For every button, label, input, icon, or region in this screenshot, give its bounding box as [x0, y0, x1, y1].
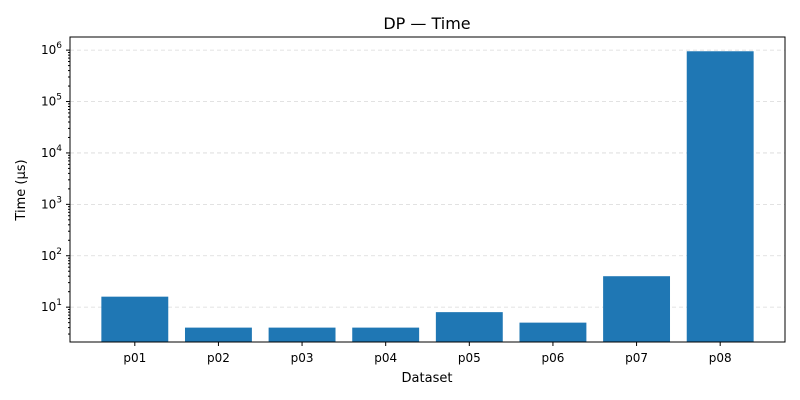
x-tick-label: p06 [541, 351, 564, 365]
bar-p02 [184, 327, 252, 342]
y-axis-title: Time (µs) [14, 159, 29, 221]
x-tick-label: p03 [291, 351, 314, 365]
grid-layer [70, 49, 785, 308]
bar-layer [101, 51, 754, 342]
x-tick-label: p02 [207, 351, 230, 365]
y-tick-label: 102 [41, 247, 62, 263]
x-tick-label: p01 [123, 351, 146, 365]
y-tick-label: 104 [41, 144, 62, 160]
x-tick-label: p04 [374, 351, 397, 365]
y-tick-label: 103 [41, 195, 62, 211]
bar-p06 [519, 322, 587, 342]
plot-frame [69, 36, 786, 343]
x-tick-label: p08 [709, 351, 732, 365]
bar-p03 [268, 327, 336, 342]
chart-title: DP — Time [383, 14, 470, 33]
x-tick-label: p05 [458, 351, 481, 365]
y-tick-label: 105 [41, 93, 62, 109]
y-tick-label: 101 [41, 298, 62, 314]
x-tick-label: p07 [625, 351, 648, 365]
y-axis: 101 102 103 104 105 106 [41, 41, 70, 335]
x-axis-title: Dataset [402, 371, 453, 386]
bar-p08 [686, 51, 754, 342]
bar-p05 [435, 312, 503, 342]
bar-p01 [101, 296, 169, 342]
x-axis: p01 p02 p03 p04 p05 p06 p07 p08 [123, 342, 732, 365]
y-tick-label: 106 [41, 41, 62, 57]
bar-p04 [352, 327, 420, 342]
bar-p07 [603, 276, 671, 342]
